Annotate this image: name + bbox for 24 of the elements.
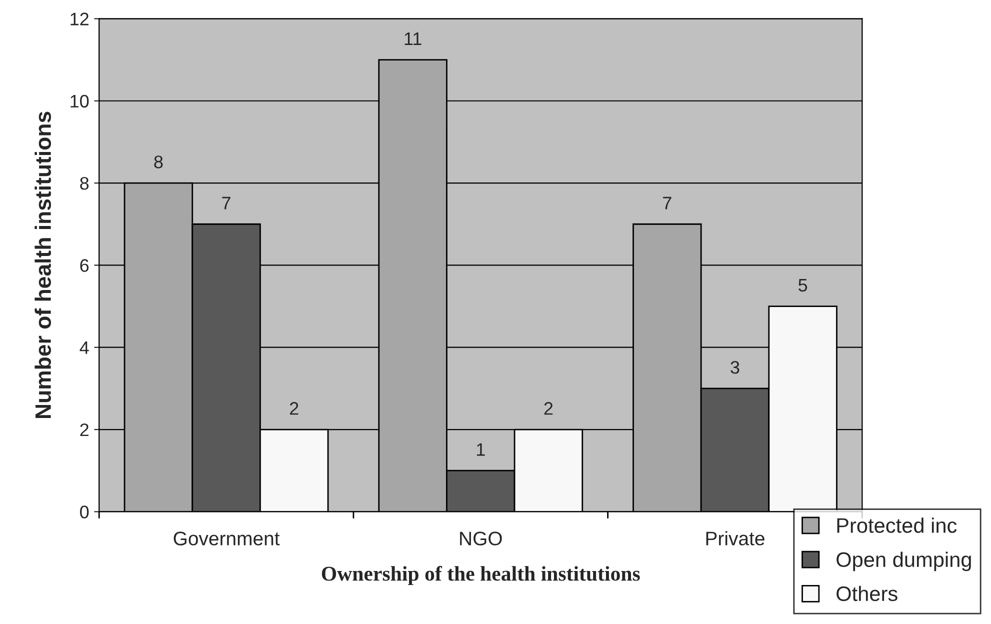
y-tick-label: 10 [70,94,89,108]
data-label: 7 [663,196,672,210]
data-label: 2 [544,402,553,415]
data-label: 11 [404,32,422,45]
legend-label: Open dumping [836,552,971,572]
y-tick-label: 8 [80,176,89,190]
x-tick-label: Government [174,532,280,546]
y-tick-label: 12 [70,12,88,26]
data-label: 7 [222,196,230,210]
x-tick-label: NGO [460,532,502,546]
x-tick-label: Private [706,531,764,546]
legend-label: Protected inc [837,518,957,533]
data-label: 1 [476,443,485,456]
y-tick-label: 0 [80,506,89,518]
data-label: 2 [290,402,298,415]
legend-label: Others [836,586,898,602]
y-tick-label: 4 [80,341,89,354]
y-tick-label: 2 [80,423,88,436]
y-axis-title: Number of health institutions [34,112,52,418]
data-label: 5 [798,279,808,292]
data-label: 8 [154,156,163,168]
x-axis-title: Ownership of the health institutions [322,566,640,586]
data-label: 3 [730,360,740,374]
y-tick-label: 6 [80,259,89,272]
